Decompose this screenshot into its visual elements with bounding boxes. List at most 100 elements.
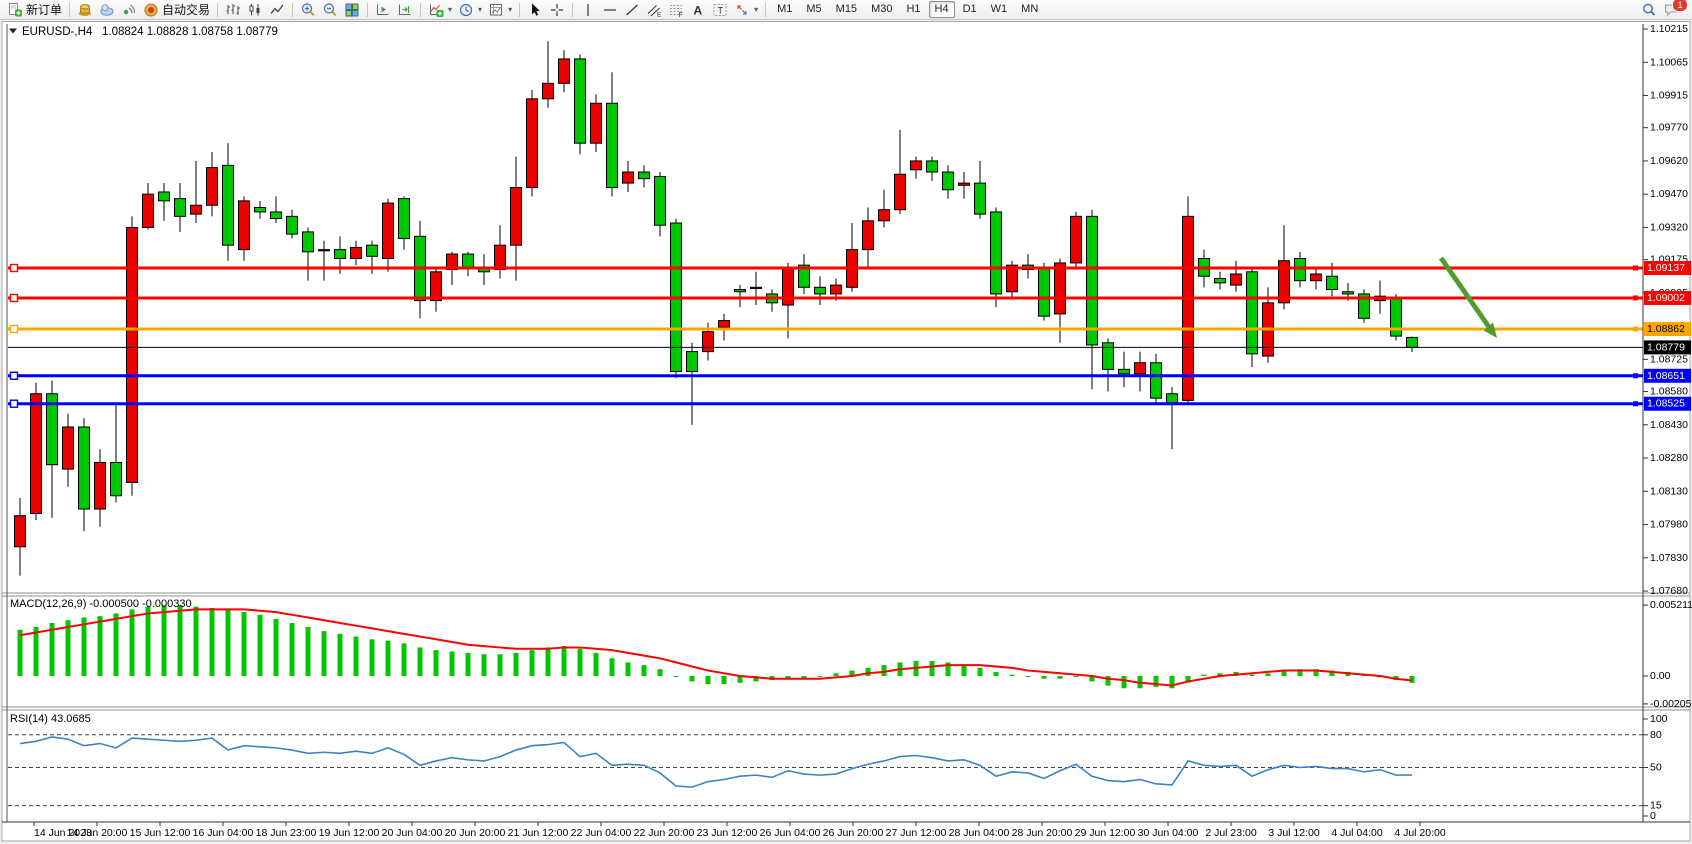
macd-histogram-bar xyxy=(545,647,551,676)
arrows-button[interactable]: ▾ xyxy=(731,1,761,18)
notification-badge: 1 xyxy=(1672,0,1688,12)
equidistant-channel-icon: E xyxy=(646,2,662,18)
macd-histogram-bar xyxy=(689,676,695,682)
trend-arrow[interactable] xyxy=(1438,256,1497,338)
candle-body xyxy=(830,284,842,295)
line-handle[interactable] xyxy=(9,293,19,303)
candle-body xyxy=(718,320,730,328)
pane-separator-rsi[interactable] xyxy=(2,706,1690,711)
time-tick-label: 2 Jul 23:00 xyxy=(1205,827,1257,839)
market-watch-button[interactable] xyxy=(96,1,118,18)
price-tick-label: 1.09470 xyxy=(1650,188,1688,200)
price-tick-label: 1.07680 xyxy=(1650,585,1688,597)
macd-histogram-bar xyxy=(113,613,119,676)
candle-body xyxy=(734,289,746,293)
chart-shift-icon xyxy=(397,2,413,18)
line-handle[interactable] xyxy=(9,399,19,408)
auto-scroll-icon xyxy=(375,2,391,18)
tile-windows-icon xyxy=(344,2,360,18)
new-order-button[interactable]: 新订单 xyxy=(4,1,65,18)
candle-body xyxy=(1038,266,1050,317)
timeframe-button-m30[interactable]: M30 xyxy=(871,3,893,15)
bar-chart-button[interactable] xyxy=(222,1,244,18)
horizontal-line-1.09002[interactable] xyxy=(8,293,1643,303)
line-handle[interactable] xyxy=(9,324,19,334)
fibonacci-button[interactable]: F xyxy=(665,1,687,18)
search-button[interactable] xyxy=(1638,1,1660,18)
price-tick-label: 1.10215 xyxy=(1650,23,1688,35)
zoom-out-button[interactable] xyxy=(319,1,341,18)
indicators-button[interactable]: ▾ xyxy=(425,1,455,18)
line-handle[interactable] xyxy=(9,263,19,273)
pane-separator-macd[interactable] xyxy=(2,592,1690,597)
macd-histogram-bar xyxy=(289,622,295,676)
price-tick-label: 1.08430 xyxy=(1650,419,1688,431)
periods-button[interactable]: ▾ xyxy=(455,1,485,18)
arrows-icon xyxy=(734,2,750,18)
dropdown-caret-icon: ▾ xyxy=(508,5,513,14)
toolbar-separator xyxy=(292,2,294,17)
candle-body xyxy=(1342,291,1354,295)
candle-body xyxy=(1054,262,1066,315)
profile-button[interactable] xyxy=(74,1,96,18)
chart-window: 0.005211 0.00 -0.00205 100 80 50 150 1.10215 1… xyxy=(0,20,1692,844)
macd-signal-line xyxy=(19,608,1413,687)
tile-windows-button[interactable] xyxy=(341,1,363,18)
one-click-trading-toggle[interactable] xyxy=(9,28,17,34)
time-tick-label: 20 Jun 04:00 xyxy=(382,827,443,839)
text-label-button[interactable]: T xyxy=(709,1,731,18)
macd-histogram-bar xyxy=(1185,676,1191,683)
macd-histogram-bar xyxy=(33,627,39,676)
timeframe-button-d1[interactable]: D1 xyxy=(962,3,977,15)
notifications-button[interactable]: 1 xyxy=(1660,0,1688,18)
templates-button[interactable]: ▾ xyxy=(485,1,515,18)
macd-axis-label: 0.005211 xyxy=(1650,599,1692,611)
candle-body xyxy=(446,253,458,271)
candle-body xyxy=(1150,362,1162,399)
svg-text:T: T xyxy=(718,5,724,15)
timeframe-button-h4[interactable]: H4 xyxy=(928,1,955,18)
macd-histogram-bar xyxy=(481,654,487,676)
timeframe-button-h1[interactable]: H1 xyxy=(906,3,921,15)
horizontal-line-1.09137[interactable] xyxy=(8,263,1643,273)
trendline-button[interactable] xyxy=(621,1,643,18)
chart-ohlc-readout: 1.08824 1.08828 1.08758 1.08779 xyxy=(102,26,278,38)
macd-histogram-bar xyxy=(337,633,343,676)
signal-button[interactable] xyxy=(118,1,140,18)
text-button[interactable]: A xyxy=(687,1,709,18)
timeframe-button-m15[interactable]: M15 xyxy=(835,3,858,15)
time-tick-label: 18 Jun 23:00 xyxy=(256,827,317,839)
timeframe-button-m5[interactable]: M5 xyxy=(806,3,822,15)
toolbar-separator xyxy=(519,2,521,17)
time-tick-label: 14 Jun 2023 xyxy=(34,827,92,839)
macd-histogram-bar xyxy=(561,646,567,676)
autotrade-button[interactable]: 自动交易 xyxy=(140,1,213,18)
candle-body xyxy=(1278,260,1290,304)
candle-body xyxy=(78,426,90,510)
horizontal-line-1.08525[interactable] xyxy=(8,399,1643,408)
line-chart-button[interactable] xyxy=(266,1,288,18)
macd-histogram-bar xyxy=(1153,676,1159,687)
chart-shift-button[interactable] xyxy=(394,1,416,18)
rsi-line xyxy=(19,736,1413,788)
timeframe-button-w1[interactable]: W1 xyxy=(990,3,1008,15)
candle-body xyxy=(462,253,474,268)
hline-button[interactable] xyxy=(599,1,621,18)
candle-body xyxy=(1326,275,1338,291)
svg-text:F: F xyxy=(679,12,683,18)
line-handle[interactable] xyxy=(9,371,19,380)
rsi-axis-label: 50 xyxy=(1650,762,1662,774)
candle-body xyxy=(702,331,714,353)
timeframe-button-m1[interactable]: M1 xyxy=(777,3,793,15)
auto-scroll-button[interactable] xyxy=(372,1,394,18)
horizontal-line-1.08862[interactable] xyxy=(8,324,1643,334)
equidistant-channel-button[interactable]: E xyxy=(643,1,665,18)
crosshair-button[interactable] xyxy=(546,1,568,18)
timeframe-button-mn[interactable]: MN xyxy=(1021,3,1039,15)
candle-chart-button[interactable] xyxy=(244,1,266,18)
cursor-button[interactable] xyxy=(524,1,546,18)
horizontal-line-1.08651[interactable] xyxy=(8,371,1643,380)
vline-button[interactable] xyxy=(577,1,599,18)
zoom-in-button[interactable] xyxy=(297,1,319,18)
